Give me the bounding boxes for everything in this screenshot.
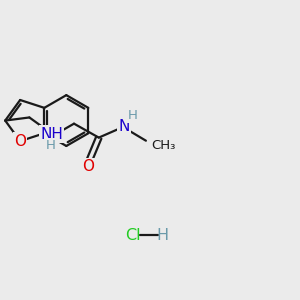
Text: Cl: Cl xyxy=(125,228,141,243)
Text: N: N xyxy=(118,118,130,134)
Text: H: H xyxy=(128,110,138,122)
Text: NH: NH xyxy=(40,127,63,142)
Text: CH₃: CH₃ xyxy=(152,139,176,152)
Text: H: H xyxy=(46,139,56,152)
Text: O: O xyxy=(14,134,26,148)
Text: O: O xyxy=(82,159,94,174)
Text: H: H xyxy=(156,228,169,243)
